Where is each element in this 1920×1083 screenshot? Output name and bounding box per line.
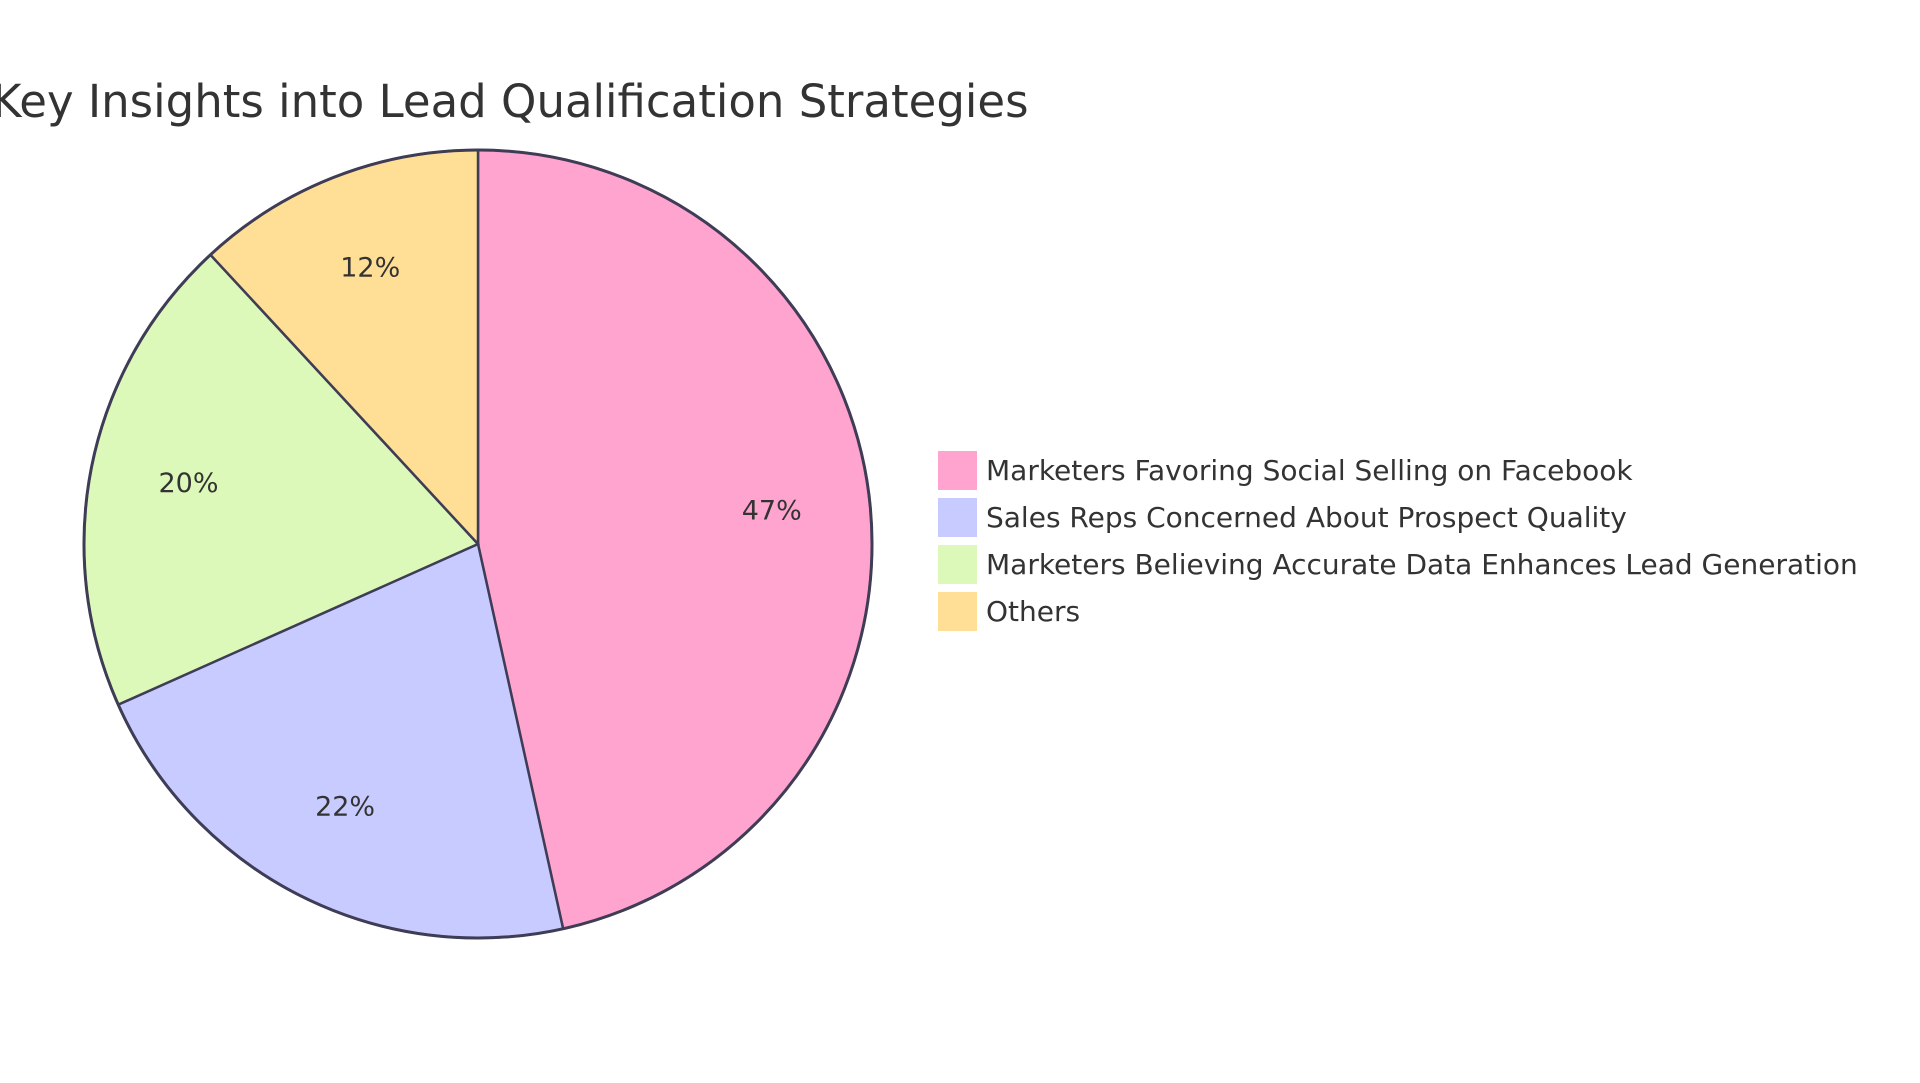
slice-percent-label: 47% [742,495,802,526]
pie-slices [82,148,874,940]
legend-swatch [938,545,977,584]
legend-swatch [938,592,977,631]
legend: Marketers Favoring Social Selling on Fac… [938,451,1858,631]
legend-label: Sales Reps Concerned About Prospect Qual… [986,501,1627,534]
legend-swatch [938,451,977,490]
pie-outline [82,148,874,940]
legend-label: Marketers Favoring Social Selling on Fac… [986,454,1633,487]
slice-percent-label: 12% [340,252,400,283]
slice-percent-label: 22% [315,791,375,822]
legend-label: Others [986,595,1080,628]
chart-title: Key Insights into Lead Qualification Str… [0,75,1029,128]
legend-swatch [938,498,977,537]
slice-percent-label: 20% [159,468,219,499]
legend-label: Marketers Believing Accurate Data Enhanc… [986,548,1858,581]
slice-labels: 47% 22% 20% 12% [159,252,802,822]
